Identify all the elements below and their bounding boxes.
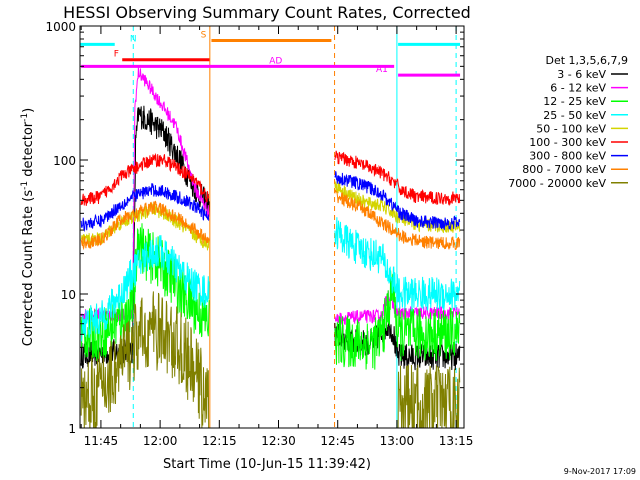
- series-line: [80, 150, 461, 207]
- axes-layer: 11:45 12:00 12:15 12:30 12:45 13:00 13:15 1 10 10…: [45, 20, 473, 448]
- x-tick-label: 13:00: [380, 434, 415, 448]
- legend-entry-label: 12 - 25 keV: [543, 95, 606, 108]
- flag-label: A1: [376, 65, 388, 75]
- legend-entry-label: 3 - 6 keV: [557, 68, 606, 81]
- flag-label: N: [130, 34, 137, 44]
- x-axis-label: Start Time (10-Jun-15 11:39:42): [163, 457, 371, 472]
- series-line: [80, 189, 461, 251]
- chart-title: HESSI Observing Summary Count Rates, Cor…: [63, 3, 471, 22]
- y-tick-label: 1: [68, 422, 76, 436]
- flag-label: AD: [269, 56, 282, 66]
- x-tick-label: 12:00: [143, 434, 178, 448]
- flag-label: S: [201, 30, 207, 40]
- legend-entry-label: 50 - 100 keV: [536, 122, 606, 135]
- legend-entry-label: 800 - 7000 keV: [522, 163, 606, 176]
- y-tick-label: 10: [61, 288, 76, 302]
- series-line: [80, 291, 461, 428]
- legend-entry-label: 7000 - 20000 keV: [508, 177, 606, 190]
- legend-entry-label: 6 - 12 keV: [550, 82, 606, 95]
- footer-date: 9-Nov-2017 17:09: [564, 467, 636, 476]
- plot-frame: [79, 25, 465, 429]
- legend-entry-label: 300 - 800 keV: [529, 150, 606, 163]
- x-tick-label: 11:45: [84, 434, 119, 448]
- y-tick-label: 100: [53, 154, 76, 168]
- legend-header: Det 1,3,5,6,7,9: [545, 54, 628, 67]
- legend-entry-label: 100 - 300 keV: [529, 136, 606, 149]
- flag-label: F: [114, 50, 119, 60]
- x-tick-label: 12:15: [202, 434, 237, 448]
- y-axis-label: Corrected Count Rate (s-1 detector-1): [20, 108, 36, 346]
- x-tick-label: 13:15: [439, 434, 474, 448]
- x-tick-label: 12:45: [320, 434, 355, 448]
- plot-layer: N F S AD A1: [80, 26, 461, 428]
- series-line: [80, 171, 461, 233]
- legend-entry-label: 25 - 50 keV: [543, 109, 606, 122]
- y-tick-label: 1000: [45, 20, 76, 34]
- x-tick-label: 12:30: [261, 434, 296, 448]
- series-line: [80, 217, 461, 342]
